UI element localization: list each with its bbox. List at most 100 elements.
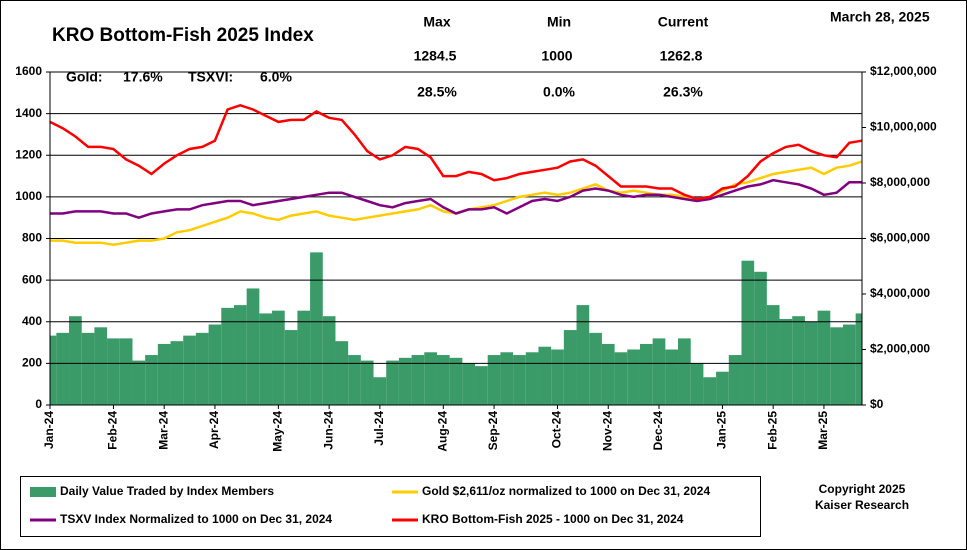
x-tick-label: Jan-24 <box>42 411 56 449</box>
bar <box>538 346 552 405</box>
bar <box>627 349 640 405</box>
legend-label: KRO Bottom-Fish 2025 - 1000 on Dec 31, 2… <box>422 512 684 526</box>
bar <box>614 352 628 405</box>
bar <box>373 377 387 405</box>
y-tick-label: 1200 <box>15 147 42 161</box>
bar <box>145 355 158 405</box>
y2-tick-label: $10,000,000 <box>870 120 937 134</box>
y2-tick-label: $12,000,000 <box>870 64 937 78</box>
bar <box>233 305 247 405</box>
bar <box>855 313 862 405</box>
x-tick-label: Aug-24 <box>435 411 449 452</box>
bar <box>119 338 133 405</box>
stat-header: Max <box>423 14 450 30</box>
bar <box>170 341 184 405</box>
y-tick-label: 800 <box>22 231 42 245</box>
stat-header: Current <box>658 14 709 30</box>
bar <box>386 360 399 405</box>
x-tick-label: Apr-24 <box>207 411 221 449</box>
bar <box>487 355 501 405</box>
stat-pct: 28.5% <box>417 84 457 100</box>
bar <box>754 271 767 405</box>
annotation: 6.0% <box>260 69 292 85</box>
legend-swatch <box>30 487 56 497</box>
bar <box>563 330 577 405</box>
bar <box>500 352 514 405</box>
bar <box>195 332 209 405</box>
bar <box>424 352 437 405</box>
bar <box>360 360 374 405</box>
bar <box>56 332 70 405</box>
y-tick-label: 1000 <box>15 189 42 203</box>
bar <box>94 327 108 405</box>
bar <box>716 371 729 405</box>
bar <box>525 352 539 405</box>
y-tick-label: 600 <box>22 272 42 286</box>
stat-value: 1000 <box>541 48 572 64</box>
copyright: Kaiser Research <box>815 498 909 512</box>
x-tick-label: Dec-24 <box>651 411 665 451</box>
stat-value: 1284.5 <box>414 48 457 64</box>
bar <box>817 310 831 405</box>
y-tick-label: 0 <box>35 397 42 411</box>
bar <box>551 349 564 405</box>
bar <box>69 316 82 405</box>
bar <box>208 324 222 405</box>
stat-header: Min <box>547 14 571 30</box>
x-tick-label: May-24 <box>271 411 285 452</box>
bar <box>297 310 311 405</box>
bar <box>842 324 856 405</box>
bar <box>728 355 742 405</box>
bar <box>322 316 336 405</box>
stat-value: 1262.8 <box>660 48 703 64</box>
annotation: 17.6% <box>123 69 163 85</box>
bar <box>157 343 171 405</box>
bar <box>81 332 95 405</box>
bar <box>436 355 450 405</box>
x-tick-label: Nov-24 <box>600 411 614 451</box>
bar <box>50 335 57 405</box>
y-tick-label: 1400 <box>15 106 42 120</box>
plot-border <box>49 71 863 406</box>
bar <box>221 307 234 405</box>
bar <box>665 349 679 405</box>
y2-tick-label: $6,000,000 <box>870 231 930 245</box>
chart-title: KRO Bottom-Fish 2025 Index <box>52 25 314 46</box>
bar <box>272 310 285 405</box>
bar <box>132 360 146 405</box>
bar <box>766 305 780 405</box>
bar <box>348 355 361 405</box>
annotation: Gold: <box>66 69 103 85</box>
copyright: Copyright 2025 <box>819 482 906 496</box>
bar <box>703 377 717 405</box>
bar <box>513 355 526 405</box>
date: March 28, 2025 <box>830 9 930 25</box>
legend-label: Daily Value Traded by Index Members <box>60 484 274 498</box>
stat-pct: 26.3% <box>663 84 703 100</box>
line <box>50 178 862 220</box>
bar <box>107 338 120 405</box>
legend-box <box>20 476 761 537</box>
bar <box>449 357 463 405</box>
legend-label: TSXV Index Normalized to 1000 on Dec 31,… <box>60 512 332 526</box>
bar <box>183 335 196 405</box>
bar <box>246 288 260 405</box>
bar <box>830 327 843 405</box>
bar <box>284 330 298 405</box>
y2-tick-label: $2,000,000 <box>870 342 930 356</box>
bar <box>779 318 793 405</box>
bar <box>639 343 653 405</box>
bar <box>652 338 666 405</box>
bar <box>576 305 590 405</box>
y-tick-label: 200 <box>22 356 42 370</box>
legend-label: Gold $2,611/oz normalized to 1000 on Dec… <box>422 484 710 498</box>
x-tick-label: Jan-25 <box>715 411 729 449</box>
bar <box>310 252 323 405</box>
bar <box>792 316 805 405</box>
bar <box>411 355 425 405</box>
x-tick-label: Mar-25 <box>816 411 830 450</box>
x-tick-label: Feb-24 <box>106 411 120 450</box>
x-tick-label: Jun-24 <box>321 411 335 450</box>
annotation: TSXVI: <box>188 69 233 85</box>
